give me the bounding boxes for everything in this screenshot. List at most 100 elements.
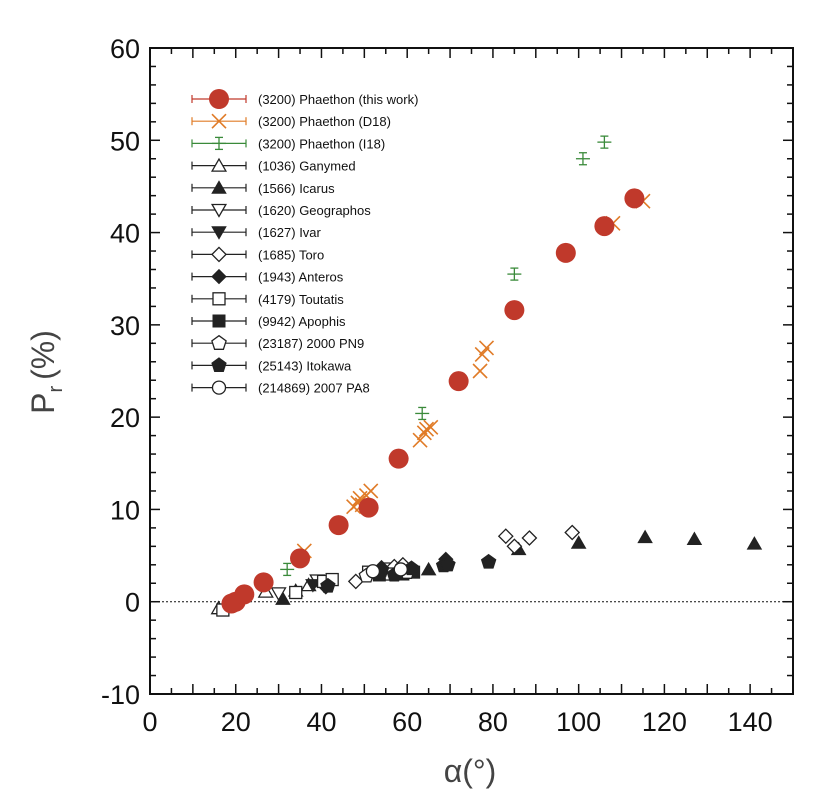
data-point (507, 267, 522, 281)
data-point (746, 536, 763, 550)
data-point (305, 579, 321, 593)
data-point (234, 584, 255, 605)
legend-label: (9942) Apophis (258, 314, 346, 329)
data-point (415, 406, 430, 421)
data-point (497, 528, 514, 545)
legend-marker (211, 268, 227, 285)
series-circle-filled-large (221, 188, 645, 614)
data-point (480, 553, 497, 569)
legend-entry: (1620) Geographos (191, 203, 371, 218)
data-point (440, 556, 456, 572)
legend-label: (23187) 2000 PN9 (258, 336, 364, 351)
legend-marker (211, 180, 227, 194)
legend-marker (212, 292, 226, 306)
data-point (289, 585, 303, 600)
y-tick-label: 50 (110, 126, 140, 156)
data-point (506, 538, 523, 555)
legend-entry: (1685) Toro (191, 246, 324, 263)
legend-marker (210, 203, 228, 218)
legend-label: (1943) Anteros (258, 270, 344, 285)
y-tick-label: 60 (110, 34, 140, 64)
legend-entry: (3200) Phaethon (this work) (191, 89, 418, 109)
svg-text:Pr(%): Pr (%) (25, 330, 67, 414)
data-point (290, 548, 311, 569)
y-tick-label: 0 (125, 588, 140, 618)
data-point (597, 135, 612, 149)
legend-marker (211, 334, 227, 350)
data-point (474, 346, 490, 362)
y-tick-label: -10 (101, 680, 140, 710)
y-tick-label: 30 (110, 311, 140, 341)
data-point (478, 340, 495, 356)
data-point (363, 483, 379, 499)
data-point (388, 448, 409, 469)
data-point (418, 421, 435, 437)
data-point (328, 515, 349, 536)
data-point (358, 497, 379, 518)
legend-entry: (4179) Toutatis (191, 292, 344, 307)
data-point (575, 152, 590, 166)
x-tick-label: 40 (306, 707, 336, 737)
y-tick-label: 10 (110, 495, 140, 525)
x-tick-label: 20 (221, 707, 251, 737)
series-circle-open (365, 562, 408, 579)
data-point (270, 587, 287, 602)
legend-marker (211, 380, 227, 395)
y-axis-title: Pr (%) (25, 330, 67, 414)
data-point (594, 216, 615, 237)
y-axis-title-subscript: r (45, 386, 67, 393)
legend-marker (211, 226, 227, 240)
legend: (3200) Phaethon (this work) (3200) Phaeth… (191, 89, 418, 396)
data-point (624, 188, 645, 209)
data-point (570, 535, 587, 549)
legend-label: (1627) Ivar (258, 225, 322, 240)
data-point (564, 524, 581, 541)
legend-entry: (3200) Phaethon (D18) (191, 113, 391, 129)
legend-marker (212, 314, 226, 328)
legend-entry: (23187) 2000 PN9 (191, 334, 364, 351)
x-tick-label: 140 (728, 707, 773, 737)
x-tick-label: 120 (642, 707, 687, 737)
legend-marker (212, 136, 226, 151)
x-tick-label: 0 (142, 707, 157, 737)
legend-label: (3200) Phaethon (D18) (258, 114, 391, 129)
data-points (210, 135, 763, 617)
data-point (320, 577, 336, 593)
legend-entry: (3200) Phaethon (I18) (191, 136, 385, 151)
x-tick-label: 100 (556, 707, 601, 737)
data-point (280, 562, 295, 577)
y-axis-title-unit: (%) (25, 330, 61, 380)
legend-label: (1620) Geographos (258, 203, 371, 218)
data-point (420, 561, 437, 576)
data-point (365, 564, 381, 579)
data-point (555, 242, 576, 263)
legend-entry: (214869) 2007 PA8 (191, 380, 370, 396)
legend-marker (211, 357, 227, 372)
axis-ticks (149, 47, 794, 695)
legend-label: (4179) Toutatis (258, 292, 344, 307)
data-point (637, 529, 653, 544)
legend-label: (1566) Icarus (258, 181, 335, 196)
legend-label: (3200) Phaethon (I18) (258, 136, 385, 151)
data-point (423, 419, 439, 435)
data-point (521, 530, 538, 546)
series-triangle-filled (275, 529, 763, 605)
y-tick-label: 20 (110, 403, 140, 433)
legend-label: (25143) Itokawa (258, 358, 352, 373)
data-point (253, 572, 274, 593)
legend-entry: (1036) Ganymed (191, 157, 356, 174)
legend-marker (209, 89, 229, 109)
data-point (472, 363, 488, 379)
legend-entry: (9942) Apophis (191, 314, 346, 329)
legend-marker (211, 246, 227, 263)
legend-marker (211, 113, 227, 129)
x-tick-label: 60 (392, 707, 422, 737)
series-pentagon-filled (320, 553, 497, 593)
data-point (393, 562, 408, 577)
legend-entry: (25143) Itokawa (191, 357, 352, 373)
x-axis-title: α(°) (444, 753, 497, 789)
data-point (412, 432, 428, 448)
legend-label: (1036) Ganymed (258, 159, 356, 174)
